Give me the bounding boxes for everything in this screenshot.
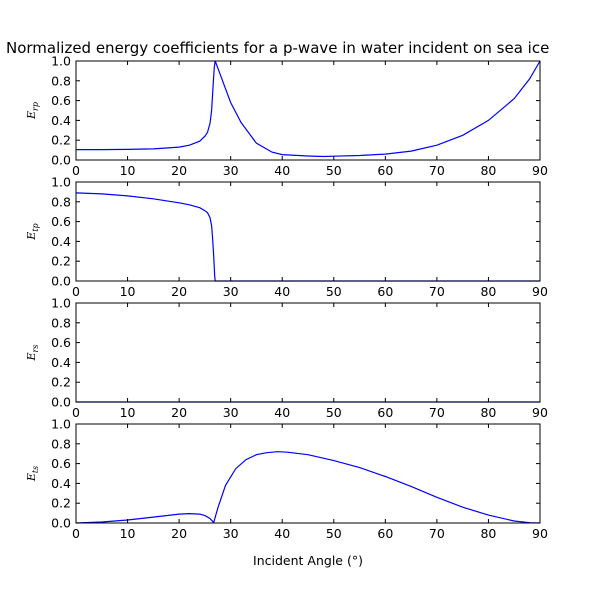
y-tick-label: 0.2 [51, 133, 71, 148]
y-tick-label: 0.8 [51, 436, 71, 451]
y-tick-label: 0.6 [51, 335, 71, 350]
y-tick-label: 0.0 [51, 153, 71, 168]
y-tick-label: 0.4 [51, 234, 71, 249]
x-tick-label: 70 [429, 163, 445, 178]
x-tick-label: 70 [429, 526, 445, 541]
subplot-tp: 0 10 20 30 40 50 60 70 80 90 0.0 0.2 0.4 0.6 0.8 1.0 Etp [25, 175, 548, 300]
y-tick-label: 0.0 [51, 395, 71, 410]
series-line-rp [76, 60, 541, 158]
y-tick-label: 0.2 [51, 254, 71, 269]
y-tick-label: 0.0 [51, 274, 71, 289]
y-tick-label: 0.6 [51, 214, 71, 229]
x-tick-label: 0 [72, 163, 80, 178]
x-tick-label: 80 [480, 284, 496, 299]
y-axis-label-tp: Etp [25, 223, 40, 240]
x-tick-label: 20 [171, 284, 187, 299]
y-tick-label: 0.4 [51, 476, 71, 491]
y-tick-label: 0.6 [51, 456, 71, 471]
y-tick-label: 0.0 [51, 516, 71, 531]
x-tick-label: 30 [223, 284, 239, 299]
x-tick-label: 0 [72, 526, 80, 541]
axes-frame [75, 181, 541, 282]
x-tick-label: 80 [480, 163, 496, 178]
x-tick-label: 20 [171, 405, 187, 420]
y-tick-label: 0.8 [51, 194, 71, 209]
x-tick-label: 30 [223, 405, 239, 420]
x-tick-label: 90 [532, 405, 548, 420]
y-tick-label: 1.0 [51, 54, 71, 69]
y-tick-label: 0.8 [51, 73, 71, 88]
x-tick-label: 40 [274, 163, 290, 178]
y-tick-label: 0.6 [51, 93, 71, 108]
x-tick-label: 70 [429, 284, 445, 299]
x-tick-label: 90 [532, 163, 548, 178]
subplot-ts: 0 10 20 30 40 50 60 70 80 90 0.0 0.2 0.4 0.6 0.8 1.0 Ets [25, 417, 548, 542]
x-tick-label: 30 [223, 163, 239, 178]
x-tick-label: 80 [480, 526, 496, 541]
y-axis-label-rs: Ers [25, 345, 40, 362]
x-tick-label: 60 [377, 405, 393, 420]
x-tick-label: 40 [274, 284, 290, 299]
x-tick-label: 20 [171, 163, 187, 178]
x-tick-label: 10 [120, 284, 136, 299]
x-tick-label: 60 [377, 163, 393, 178]
x-tick-label: 40 [274, 405, 290, 420]
x-tick-label: 10 [120, 405, 136, 420]
x-tick-label: 60 [377, 526, 393, 541]
x-tick-label: 70 [429, 405, 445, 420]
x-tick-label: 30 [223, 526, 239, 541]
axes-frame [75, 60, 541, 161]
y-tick-label: 0.4 [51, 355, 71, 370]
subplot-rp: 0 10 20 30 40 50 60 70 80 90 0.0 0.2 0.4 0.6 0.8 1.0 Erp [25, 54, 548, 179]
x-tick-label: 20 [171, 526, 187, 541]
y-tick-label: 1.0 [51, 417, 71, 432]
y-tick-label: 1.0 [51, 296, 71, 311]
subplot-stack: 0 10 20 30 40 50 60 70 80 90 0.0 0.2 0.4 0.6 0.8 1.0 Erp… [25, 54, 548, 542]
subplot-rs: 0 10 20 30 40 50 60 70 80 90 0.0 0.2 0.4 0.6 0.8 1.0 Ers [25, 296, 548, 421]
x-tick-label: 50 [326, 405, 342, 420]
chart-title: Normalized energy coefficients for a p-w… [6, 39, 549, 57]
axes-frame [75, 423, 541, 524]
y-tick-label: 0.2 [51, 496, 71, 511]
x-tick-label: 50 [326, 284, 342, 299]
y-tick-label: 0.2 [51, 375, 71, 390]
x-tick-label: 10 [120, 163, 136, 178]
x-tick-label: 80 [480, 405, 496, 420]
x-tick-label: 50 [326, 163, 342, 178]
y-axis-label-rp: Erp [25, 102, 40, 120]
x-tick-label: 90 [532, 284, 548, 299]
y-tick-label: 0.4 [51, 113, 71, 128]
y-axis-label-ts: Ets [25, 466, 40, 482]
x-axis-label: Incident Angle (°) [253, 553, 363, 568]
x-tick-label: 0 [72, 405, 80, 420]
y-tick-label: 0.8 [51, 315, 71, 330]
x-tick-label: 0 [72, 284, 80, 299]
x-tick-label: 40 [274, 526, 290, 541]
x-tick-label: 50 [326, 526, 342, 541]
x-tick-label: 90 [532, 526, 548, 541]
x-tick-label: 10 [120, 526, 136, 541]
x-tick-label: 60 [377, 284, 393, 299]
series-line-ts [75, 451, 541, 524]
series-line-tp [75, 192, 540, 282]
axes-frame [75, 302, 541, 403]
y-tick-label: 1.0 [51, 175, 71, 190]
